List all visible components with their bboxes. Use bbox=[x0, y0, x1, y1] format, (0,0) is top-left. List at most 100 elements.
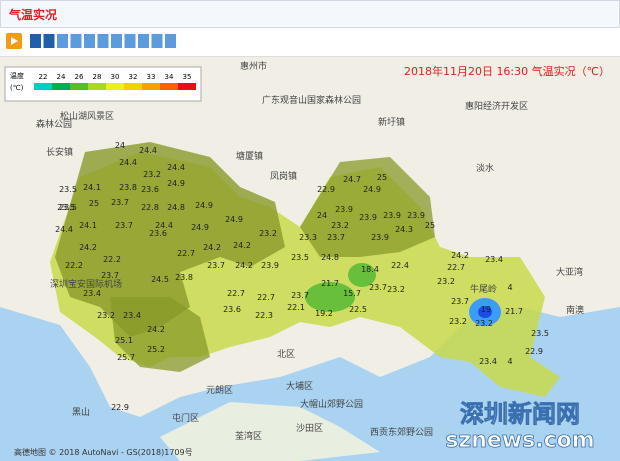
time-step[interactable] bbox=[124, 34, 136, 48]
legend-tick: 32 bbox=[129, 73, 138, 81]
temperature-reading: 22.9 bbox=[111, 403, 129, 412]
temperature-reading: 19.2 bbox=[315, 309, 333, 318]
temperature-reading: 22.7 bbox=[227, 289, 245, 298]
warm-zone bbox=[300, 157, 435, 257]
temperature-reading: 23.7 bbox=[451, 297, 469, 306]
place-label: 深圳宝安国际机场 bbox=[50, 278, 122, 290]
legend-unit: (℃) bbox=[10, 84, 24, 92]
warm-zone bbox=[55, 142, 285, 337]
temperature-reading: 24.9 bbox=[225, 215, 243, 224]
map-footer: 高德地图 © 2018 AutoNavi - GS(2018)1709号 bbox=[14, 447, 193, 457]
temperature-reading: 24.4 bbox=[119, 158, 137, 167]
temperature-reading: 23.5 bbox=[291, 253, 309, 262]
warm-zone bbox=[110, 297, 210, 372]
place-label: 大帽山郊野公园 bbox=[300, 398, 363, 410]
place-label: 森林公园 bbox=[36, 118, 72, 130]
temperature-reading: 24.4 bbox=[55, 225, 73, 234]
legend-tick: 33 bbox=[147, 73, 156, 81]
legend-swatch bbox=[160, 83, 178, 90]
place-label: 屯门区 bbox=[172, 412, 199, 424]
place-label: 荃湾区 bbox=[235, 430, 262, 442]
time-step[interactable] bbox=[57, 34, 68, 48]
temperature-reading: 15.7 bbox=[343, 289, 361, 298]
legend-tick: 30 bbox=[111, 73, 120, 81]
temperature-reading: 23.4 bbox=[123, 311, 141, 320]
time-step[interactable] bbox=[97, 34, 109, 48]
place-label: 大亚湾 bbox=[556, 266, 583, 278]
legend-tick: 26 bbox=[75, 73, 84, 81]
temperature-reading: 23.2 bbox=[449, 317, 467, 326]
temperature-reading: 23.5 bbox=[59, 185, 77, 194]
legend-swatch bbox=[52, 83, 70, 90]
time-step[interactable] bbox=[138, 34, 149, 48]
temperature-reading: 23.6 bbox=[223, 305, 241, 314]
time-step[interactable] bbox=[43, 34, 55, 48]
temperature-reading: 22.2 bbox=[103, 255, 121, 264]
cool-zone bbox=[305, 282, 355, 312]
temperature-reading: 24.8 bbox=[321, 253, 339, 262]
temperature-reading: 23.9 bbox=[335, 205, 353, 214]
temperature-reading: 22.7 bbox=[447, 263, 465, 272]
temperature-reading: 23.5 bbox=[59, 203, 77, 212]
temperature-reading: 24.7 bbox=[343, 175, 361, 184]
temperature-reading: 24.2 bbox=[451, 251, 469, 260]
temperature-reading: 24.1 bbox=[79, 221, 97, 230]
temperature-reading: 24 bbox=[115, 141, 125, 150]
temperature-reading: 24.4 bbox=[139, 146, 157, 155]
legend-tick: 24 bbox=[57, 73, 66, 81]
time-step[interactable] bbox=[70, 34, 82, 48]
temperature-reading: 23.8 bbox=[175, 273, 193, 282]
controls bbox=[0, 28, 620, 57]
place-label: 凤岗镇 bbox=[270, 170, 297, 182]
temperature-reading: 23.7 bbox=[207, 261, 225, 270]
temperature-reading: 21.7 bbox=[505, 307, 523, 316]
temperature-reading: 24.2 bbox=[79, 243, 97, 252]
temperature-reading: 23.2 bbox=[143, 170, 161, 179]
time-step[interactable] bbox=[151, 34, 163, 48]
place-label: 牛尾岭 bbox=[470, 283, 497, 295]
temperature-reading: 23.5 bbox=[57, 203, 75, 212]
temperature-reading: 24.4 bbox=[155, 221, 173, 230]
time-step[interactable] bbox=[165, 34, 176, 48]
legend-swatch bbox=[34, 83, 52, 90]
temperature-reading: 23.4 bbox=[479, 357, 497, 366]
header-title: 气温实况 bbox=[9, 8, 58, 22]
temperature-reading: 23.9 bbox=[261, 261, 279, 270]
place-label: 塘厦镇 bbox=[236, 150, 263, 162]
legend-tick: 22 bbox=[39, 73, 48, 81]
temperature-reading: 25.2 bbox=[147, 345, 165, 354]
temperature-reading: 24.5 bbox=[151, 275, 169, 284]
temperature-reading: 24.4 bbox=[167, 163, 185, 172]
temperature-reading: 22.2 bbox=[65, 261, 83, 270]
place-label: 北区 bbox=[277, 349, 295, 360]
temperature-reading: 18.4 bbox=[361, 265, 379, 274]
temperature-reading: 23.7 bbox=[291, 291, 309, 300]
place-label: 惠州市 bbox=[240, 60, 267, 72]
temperature-reading: 23.2 bbox=[259, 229, 277, 238]
place-label: 南澳 bbox=[566, 304, 584, 316]
map: 温度 (℃) 22 24 26 28 30 32 33 34 35 2018年11月20日 16… bbox=[0, 57, 620, 461]
temperature-reading: 23.2 bbox=[331, 221, 349, 230]
temperature-reading: 22.8 bbox=[141, 203, 159, 212]
temperature-reading: 23.9 bbox=[359, 213, 377, 222]
time-step[interactable] bbox=[84, 34, 95, 48]
temperature-reading: 24.1 bbox=[83, 183, 101, 192]
legend-swatch bbox=[142, 83, 160, 90]
temperature-reading: 19 bbox=[481, 305, 491, 314]
temperature-reading: 25.1 bbox=[115, 336, 133, 345]
temperature-reading: 22.1 bbox=[287, 303, 305, 312]
time-step[interactable] bbox=[111, 34, 122, 48]
temperature-reading: 22.5 bbox=[349, 305, 367, 314]
place-label: 黑山 bbox=[72, 407, 90, 418]
temperature-reading: 22.7 bbox=[257, 293, 275, 302]
cool-spot bbox=[478, 306, 492, 318]
temperature-reading: 22.7 bbox=[177, 249, 195, 258]
temperature-reading: 24.2 bbox=[235, 261, 253, 270]
time-step[interactable] bbox=[30, 34, 41, 48]
place-label: 广东观音山国家森林公园 bbox=[262, 94, 361, 106]
temperature-reading: 23.6 bbox=[149, 229, 167, 238]
legend-swatch bbox=[106, 83, 124, 90]
temperature-reading: 22.9 bbox=[525, 347, 543, 356]
place-label: 惠阳经济开发区 bbox=[465, 100, 528, 112]
